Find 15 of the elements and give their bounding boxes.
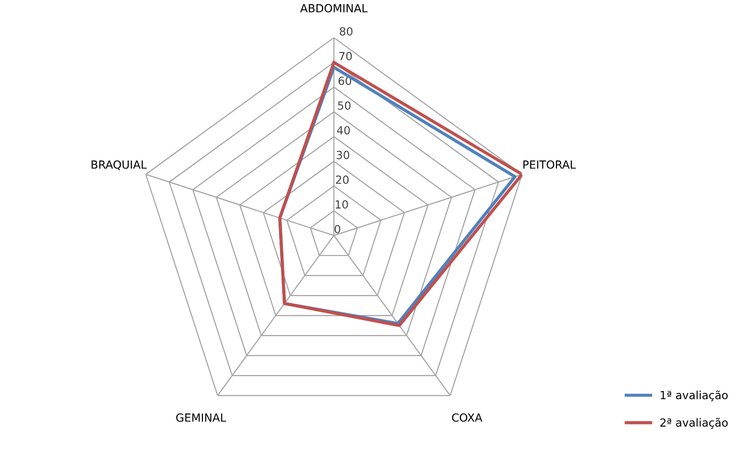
- spoke-label: PEITORAL: [523, 160, 576, 169]
- y-tick-label: 30: [336, 150, 350, 160]
- y-tick-label: 40: [337, 126, 350, 134]
- y-tick-label: 80: [340, 27, 352, 36]
- legend-label: 2ª avaliação: [660, 418, 728, 429]
- y-tick-label: 50: [338, 101, 351, 110]
- spoke-label: BRAQUIAL: [92, 160, 147, 170]
- y-tick-label: 10: [336, 200, 348, 209]
- spoke-label: GEMINAL: [176, 413, 226, 422]
- y-tick-label: 0: [334, 224, 340, 234]
- spoke-label: COXA: [452, 413, 482, 422]
- legend-label: 1ª avaliação: [660, 390, 728, 402]
- spoke-label: ABDOMINAL: [300, 4, 368, 12]
- y-tick-label: 70: [339, 52, 352, 60]
- y-tick-label: 20: [336, 176, 349, 184]
